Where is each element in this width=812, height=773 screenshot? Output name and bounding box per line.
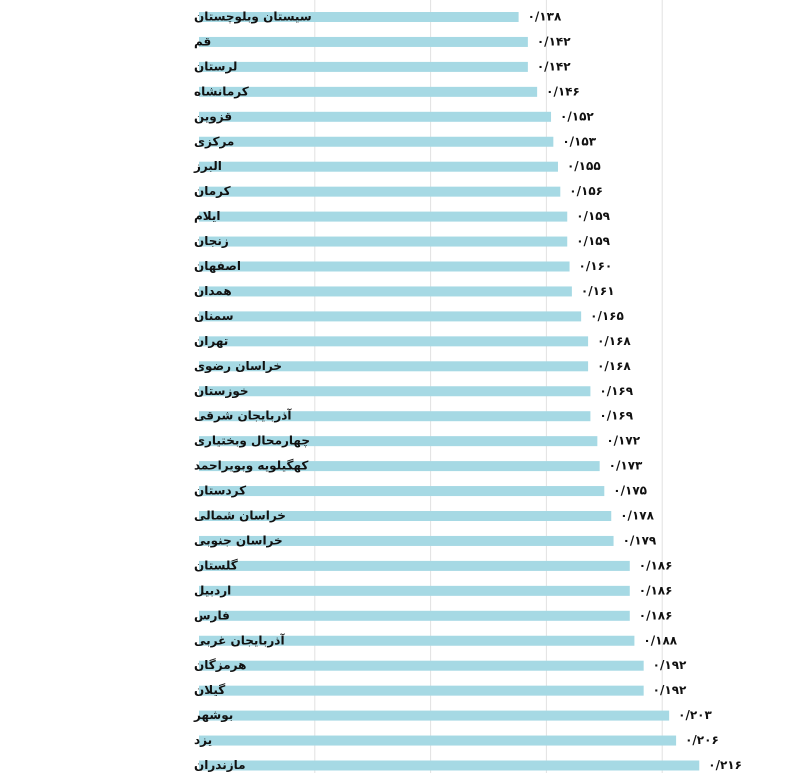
bar <box>199 386 591 397</box>
value-label: ۰/۱۸۶ <box>639 583 673 597</box>
bars <box>199 12 700 771</box>
value-label: ۰/۱۶۸ <box>597 334 631 348</box>
bar <box>199 411 591 422</box>
bar <box>199 511 612 521</box>
category-labels: سیستان وبلوچستان قم لرستان کرمانشاه قزوین مرک… <box>193 10 312 773</box>
category-label: اصفهان <box>194 259 241 273</box>
value-label: ۰/۱۶۵ <box>590 309 624 323</box>
bar <box>199 186 561 197</box>
bar <box>199 236 568 247</box>
bar <box>199 535 614 546</box>
category-label: قم <box>194 34 211 48</box>
bar <box>199 86 538 97</box>
value-label: ۰/۱۶۸ <box>597 359 631 373</box>
bar <box>199 585 630 596</box>
bar <box>199 36 528 47</box>
bar <box>199 660 644 671</box>
value-label: ۰/۲۰۶ <box>685 733 719 747</box>
category-label: گلستان <box>194 558 238 572</box>
category-label: کهگیلویه وبویراحمد <box>194 459 308 474</box>
value-label: ۰/۱۸۶ <box>639 608 673 622</box>
value-label: ۰/۱۸۶ <box>639 558 673 572</box>
value-label: ۰/۱۷۵ <box>613 484 647 498</box>
category-label: گیلان <box>194 683 225 697</box>
category-label: آذربایجان شرقی <box>194 408 292 423</box>
bar <box>199 635 635 646</box>
bar <box>199 560 630 571</box>
category-label: آذربایجان غربی <box>194 632 285 647</box>
category-label: کردستان <box>194 484 246 498</box>
value-label: ۰/۱۵۲ <box>560 109 594 123</box>
value-label: ۰/۱۹۲ <box>653 658 687 672</box>
bar <box>199 735 677 746</box>
value-label: ۰/۱۵۳ <box>562 134 596 148</box>
value-label: ۰/۱۴۶ <box>546 84 580 98</box>
category-label: تهران <box>194 334 228 348</box>
value-label: ۰/۱۷۸ <box>620 509 654 523</box>
category-label: مازندران <box>194 758 246 772</box>
category-label: مرکزی <box>194 134 234 148</box>
category-label: خراسان شمالی <box>194 509 286 523</box>
value-label: ۰/۱۶۱ <box>581 284 615 298</box>
category-label: بوشهر <box>193 708 233 723</box>
bar <box>199 161 558 172</box>
value-label: ۰/۱۴۲ <box>537 34 571 48</box>
bar <box>199 211 568 222</box>
category-label: خراسان رضوی <box>194 359 282 374</box>
value-label: ۰/۱۵۹ <box>576 234 610 248</box>
category-label: اردبیل <box>194 583 231 597</box>
value-label: ۰/۱۵۶ <box>569 184 603 198</box>
bar <box>199 710 670 721</box>
value-label: ۰/۱۷۳ <box>609 459 643 473</box>
bar <box>199 61 528 72</box>
bar <box>199 311 582 322</box>
value-label: ۰/۲۰۳ <box>678 708 712 722</box>
value-label: ۰/۱۸۸ <box>643 633 677 647</box>
category-label: یزد <box>194 733 212 747</box>
value-label: ۰/۱۹۲ <box>653 683 687 697</box>
bar <box>199 461 600 472</box>
category-label: کرمان <box>194 184 231 198</box>
value-label: ۰/۲۱۶ <box>708 758 742 772</box>
category-label: هرمزگان <box>194 658 246 672</box>
value-label: ۰/۱۶۹ <box>599 384 633 398</box>
bar <box>199 261 570 272</box>
category-label: ایلام <box>194 209 221 224</box>
category-label: سمنان <box>194 309 234 323</box>
category-label: قزوین <box>194 109 232 124</box>
category-label: فارس <box>194 608 230 622</box>
bar <box>199 136 554 147</box>
bar <box>199 610 630 621</box>
value-labels: ۰/۱۳۸ ۰/۱۴۲ ۰/۱۴۲ ۰/۱۴۶ ۰/۱۵۲ ۰/۱۵۳ ۰/۱۵۵ ۰/۱۵۶… <box>528 10 742 773</box>
category-label: چهارمحال وبختیاری <box>194 434 310 449</box>
bar <box>199 361 589 372</box>
category-label: خوزستان <box>194 384 249 399</box>
value-label: ۰/۱۶۰ <box>579 259 613 273</box>
value-label: ۰/۱۴۲ <box>537 59 571 73</box>
value-label: ۰/۱۳۸ <box>528 10 562 24</box>
category-label: لرستان <box>194 59 237 73</box>
value-label: ۰/۱۷۲ <box>606 434 640 448</box>
bar <box>199 760 700 771</box>
bar <box>199 336 589 347</box>
value-label: ۰/۱۷۹ <box>623 533 657 547</box>
value-label: ۰/۱۶۹ <box>599 409 633 423</box>
bar <box>199 436 598 447</box>
category-label: خراسان جنوبی <box>194 533 283 548</box>
bar <box>199 111 552 122</box>
category-label: زنجان <box>194 234 229 248</box>
category-label: کرمانشاه <box>194 84 249 98</box>
value-label: ۰/۱۵۵ <box>567 159 601 173</box>
category-label: البرز <box>193 159 222 173</box>
category-label: همدان <box>194 284 232 298</box>
bar <box>199 685 644 696</box>
value-label: ۰/۱۵۹ <box>576 209 610 223</box>
bar <box>199 486 605 497</box>
bar <box>199 12 519 22</box>
category-label: سیستان وبلوچستان <box>194 10 312 25</box>
bar <box>199 286 572 297</box>
